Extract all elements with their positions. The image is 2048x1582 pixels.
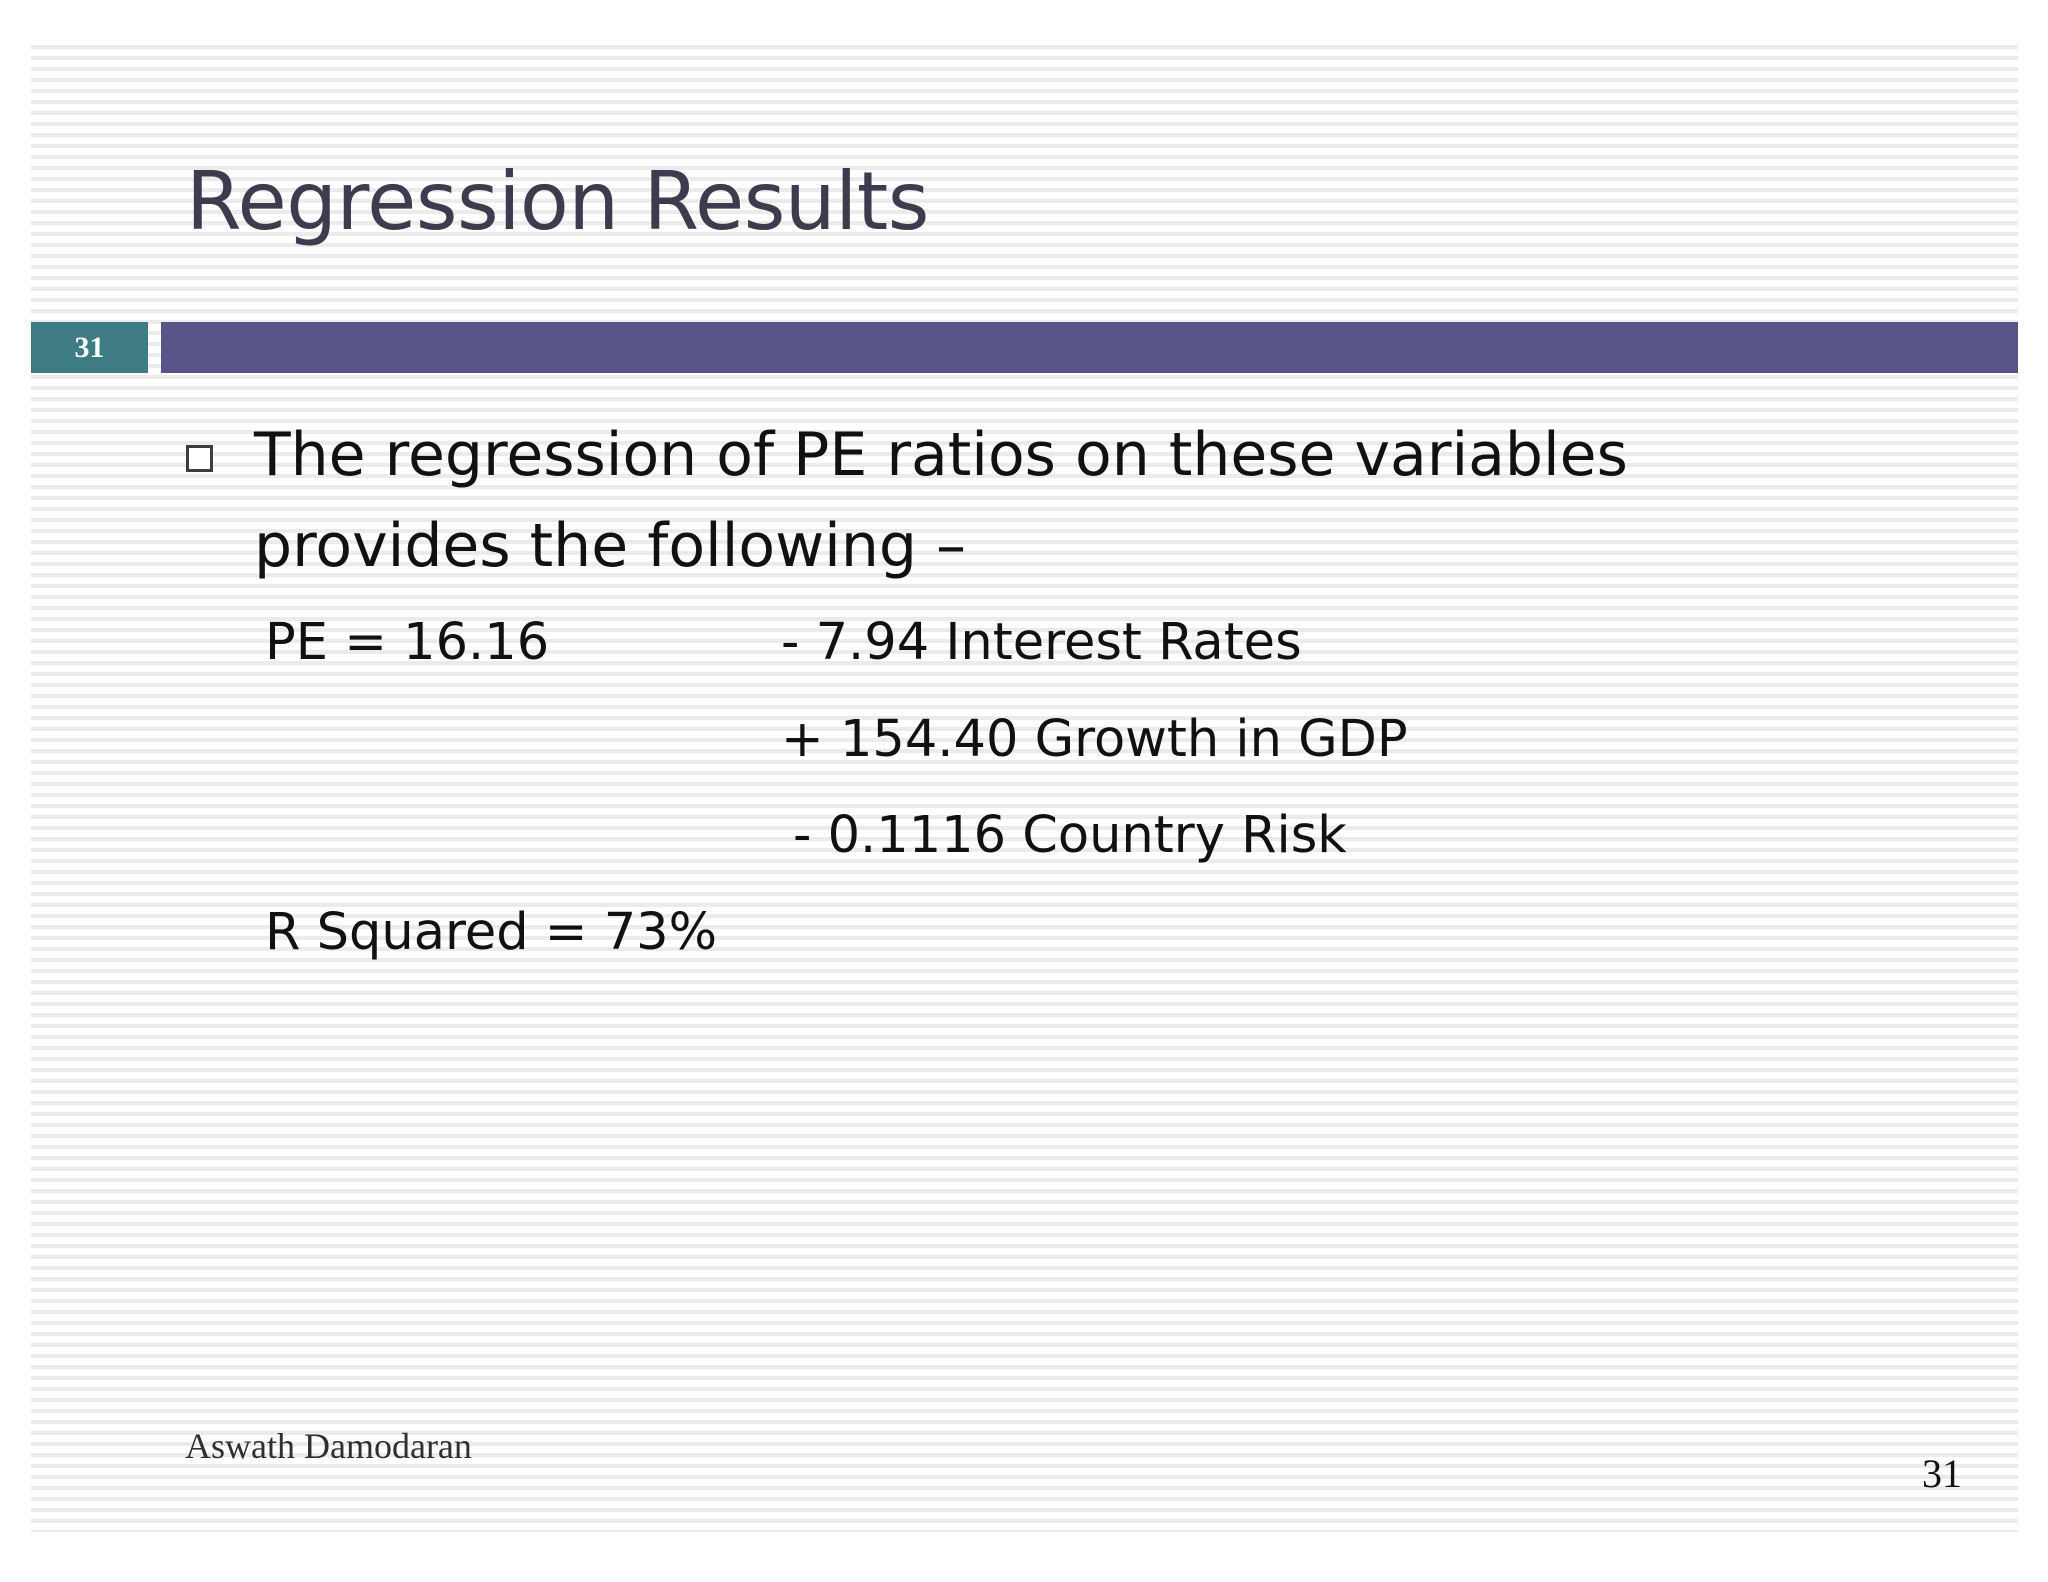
bullet-text: The regression of PE ratios on these var…: [254, 420, 1628, 581]
footer-page-number: 31: [1922, 1451, 1962, 1496]
hollow-square-bullet-icon: [186, 445, 213, 472]
slide: Regression Results 31 The regression of …: [31, 45, 2018, 1532]
equation-term-interest-rates: - 7.94 Interest Rates: [781, 613, 1302, 672]
slide-number-badge: 31: [31, 322, 148, 373]
r-squared: R Squared = 73%: [265, 903, 718, 962]
equation-term-growth-gdp: + 154.40 Growth in GDP: [781, 710, 1408, 769]
equation-lhs: PE = 16.16: [265, 613, 550, 672]
equation-term-country-risk: - 0.1116 Country Risk: [793, 806, 1347, 865]
slide-title: Regression Results: [186, 155, 929, 248]
footer-author: Aswath Damodaran: [185, 1426, 472, 1466]
title-bar: [161, 322, 2018, 373]
